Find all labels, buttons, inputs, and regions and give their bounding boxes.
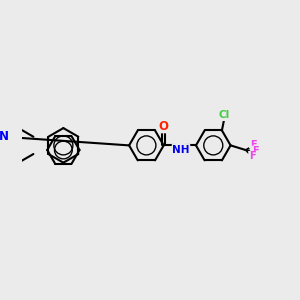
Text: O: O [159,120,169,133]
Text: Cl: Cl [219,110,230,120]
Bar [218,112,230,121]
Bar [248,154,256,159]
Text: F: F [250,140,257,150]
Text: N: N [0,130,8,143]
Text: F: F [249,152,255,161]
Bar [175,142,185,149]
Bar [159,127,168,133]
Text: NH: NH [172,145,190,154]
Bar [250,142,258,148]
Bar [251,148,260,154]
Text: F: F [252,146,259,156]
Bar [0,133,8,140]
